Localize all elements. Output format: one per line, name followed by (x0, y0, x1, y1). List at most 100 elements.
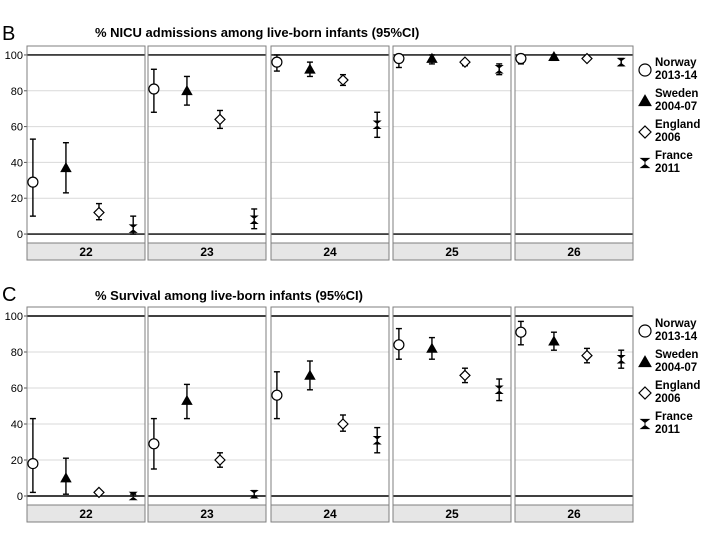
data-point (128, 491, 138, 501)
y-tick-label: 100 (5, 311, 23, 323)
legend-label: Sweden (655, 88, 698, 100)
legend-marker-diamond (638, 386, 652, 400)
facet-border (392, 306, 512, 506)
facet-strip (26, 242, 146, 261)
legend-marker-bowtie (639, 157, 651, 169)
data-point (515, 326, 527, 338)
legend-marker-diamond (638, 125, 652, 139)
facet-26: 26 (514, 45, 634, 261)
facet-label: 23 (200, 507, 214, 521)
facet-label: 24 (323, 507, 337, 521)
data-point (459, 56, 471, 68)
legend-sublabel: 2006 (655, 132, 681, 144)
legend-sublabel: 2004-07 (655, 101, 697, 113)
data-point (426, 342, 438, 353)
facet-strip (147, 504, 267, 523)
data-point (393, 52, 405, 65)
facet-25: 25 (392, 306, 512, 523)
data-point (337, 74, 349, 86)
y-tick-label: 0 (17, 229, 23, 241)
facet-strip (270, 242, 390, 261)
facet-24: 24 (270, 306, 390, 523)
data-point (181, 394, 193, 405)
facet-strip (147, 242, 267, 261)
facet-label: 26 (567, 507, 581, 521)
data-point (337, 418, 349, 430)
facet-strip (26, 504, 146, 523)
data-point (548, 335, 560, 346)
facet-border (392, 45, 512, 244)
chart-title-b: % NICU admissions among live-born infant… (95, 25, 419, 40)
y-tick-label: 80 (11, 347, 23, 359)
data-point (214, 113, 226, 126)
legend-sublabel: 2013-14 (655, 331, 698, 343)
chart-panel-b: 0 20 40 60 80 100 22 23 24 25 26 (5, 45, 634, 261)
data-point (459, 369, 471, 382)
y-tick-label: 20 (11, 455, 23, 467)
facet-strip (392, 504, 512, 523)
facet-strip (270, 504, 390, 523)
data-point (93, 206, 105, 219)
chart-panel-c: 0 20 40 60 80 100 22 23 24 25 26 (5, 306, 634, 523)
facet-strip (392, 242, 512, 261)
legend-label: Sweden (655, 349, 698, 361)
facet-23: 23 (147, 45, 267, 261)
legend-sublabel: 2011 (655, 424, 681, 436)
data-point (271, 389, 283, 401)
facet-border (26, 306, 146, 506)
legend-marker-triangle (638, 94, 652, 107)
data-point (249, 215, 259, 224)
facet-border (514, 45, 634, 244)
data-point (581, 349, 593, 362)
facet-23: 23 (147, 306, 267, 523)
facet-label: 24 (323, 245, 337, 259)
data-point (271, 56, 283, 68)
data-point (148, 438, 160, 450)
y-tick-label: 0 (17, 491, 23, 503)
facet-22: 22 (26, 45, 146, 261)
facet-border (514, 306, 634, 506)
facet-border (270, 306, 390, 506)
legend-marker-circle (638, 63, 652, 77)
facet-strip (514, 504, 634, 523)
data-point (249, 489, 259, 499)
legend-label: France (655, 150, 693, 162)
data-point (304, 369, 316, 380)
y-tick-label: 40 (11, 157, 23, 169)
facet-label: 22 (79, 245, 93, 259)
facet-border (147, 45, 267, 244)
legend-label: Norway (655, 57, 697, 69)
facet-26: 26 (514, 306, 634, 523)
data-point (426, 52, 438, 63)
facet-strip (514, 242, 634, 261)
data-point (93, 486, 105, 499)
legend-marker-bowtie (639, 418, 651, 430)
legend-sublabel: 2004-07 (655, 362, 697, 374)
facet-border (26, 45, 146, 244)
panel-letter-b: B (2, 23, 15, 45)
data-point (581, 52, 593, 65)
panel-letter-c: C (2, 284, 16, 306)
facet-border (270, 45, 390, 244)
legend-sublabel: 2013-14 (655, 70, 698, 82)
legend-marker-circle (638, 324, 652, 338)
legend-label: France (655, 411, 693, 423)
data-point (60, 162, 72, 173)
data-point (128, 224, 138, 233)
facet-label: 26 (567, 245, 581, 259)
y-tick-label: 100 (5, 50, 23, 62)
facet-border (147, 306, 267, 506)
facet-label: 25 (445, 507, 459, 521)
y-tick-label: 80 (11, 86, 23, 98)
facet-24: 24 (270, 45, 390, 261)
